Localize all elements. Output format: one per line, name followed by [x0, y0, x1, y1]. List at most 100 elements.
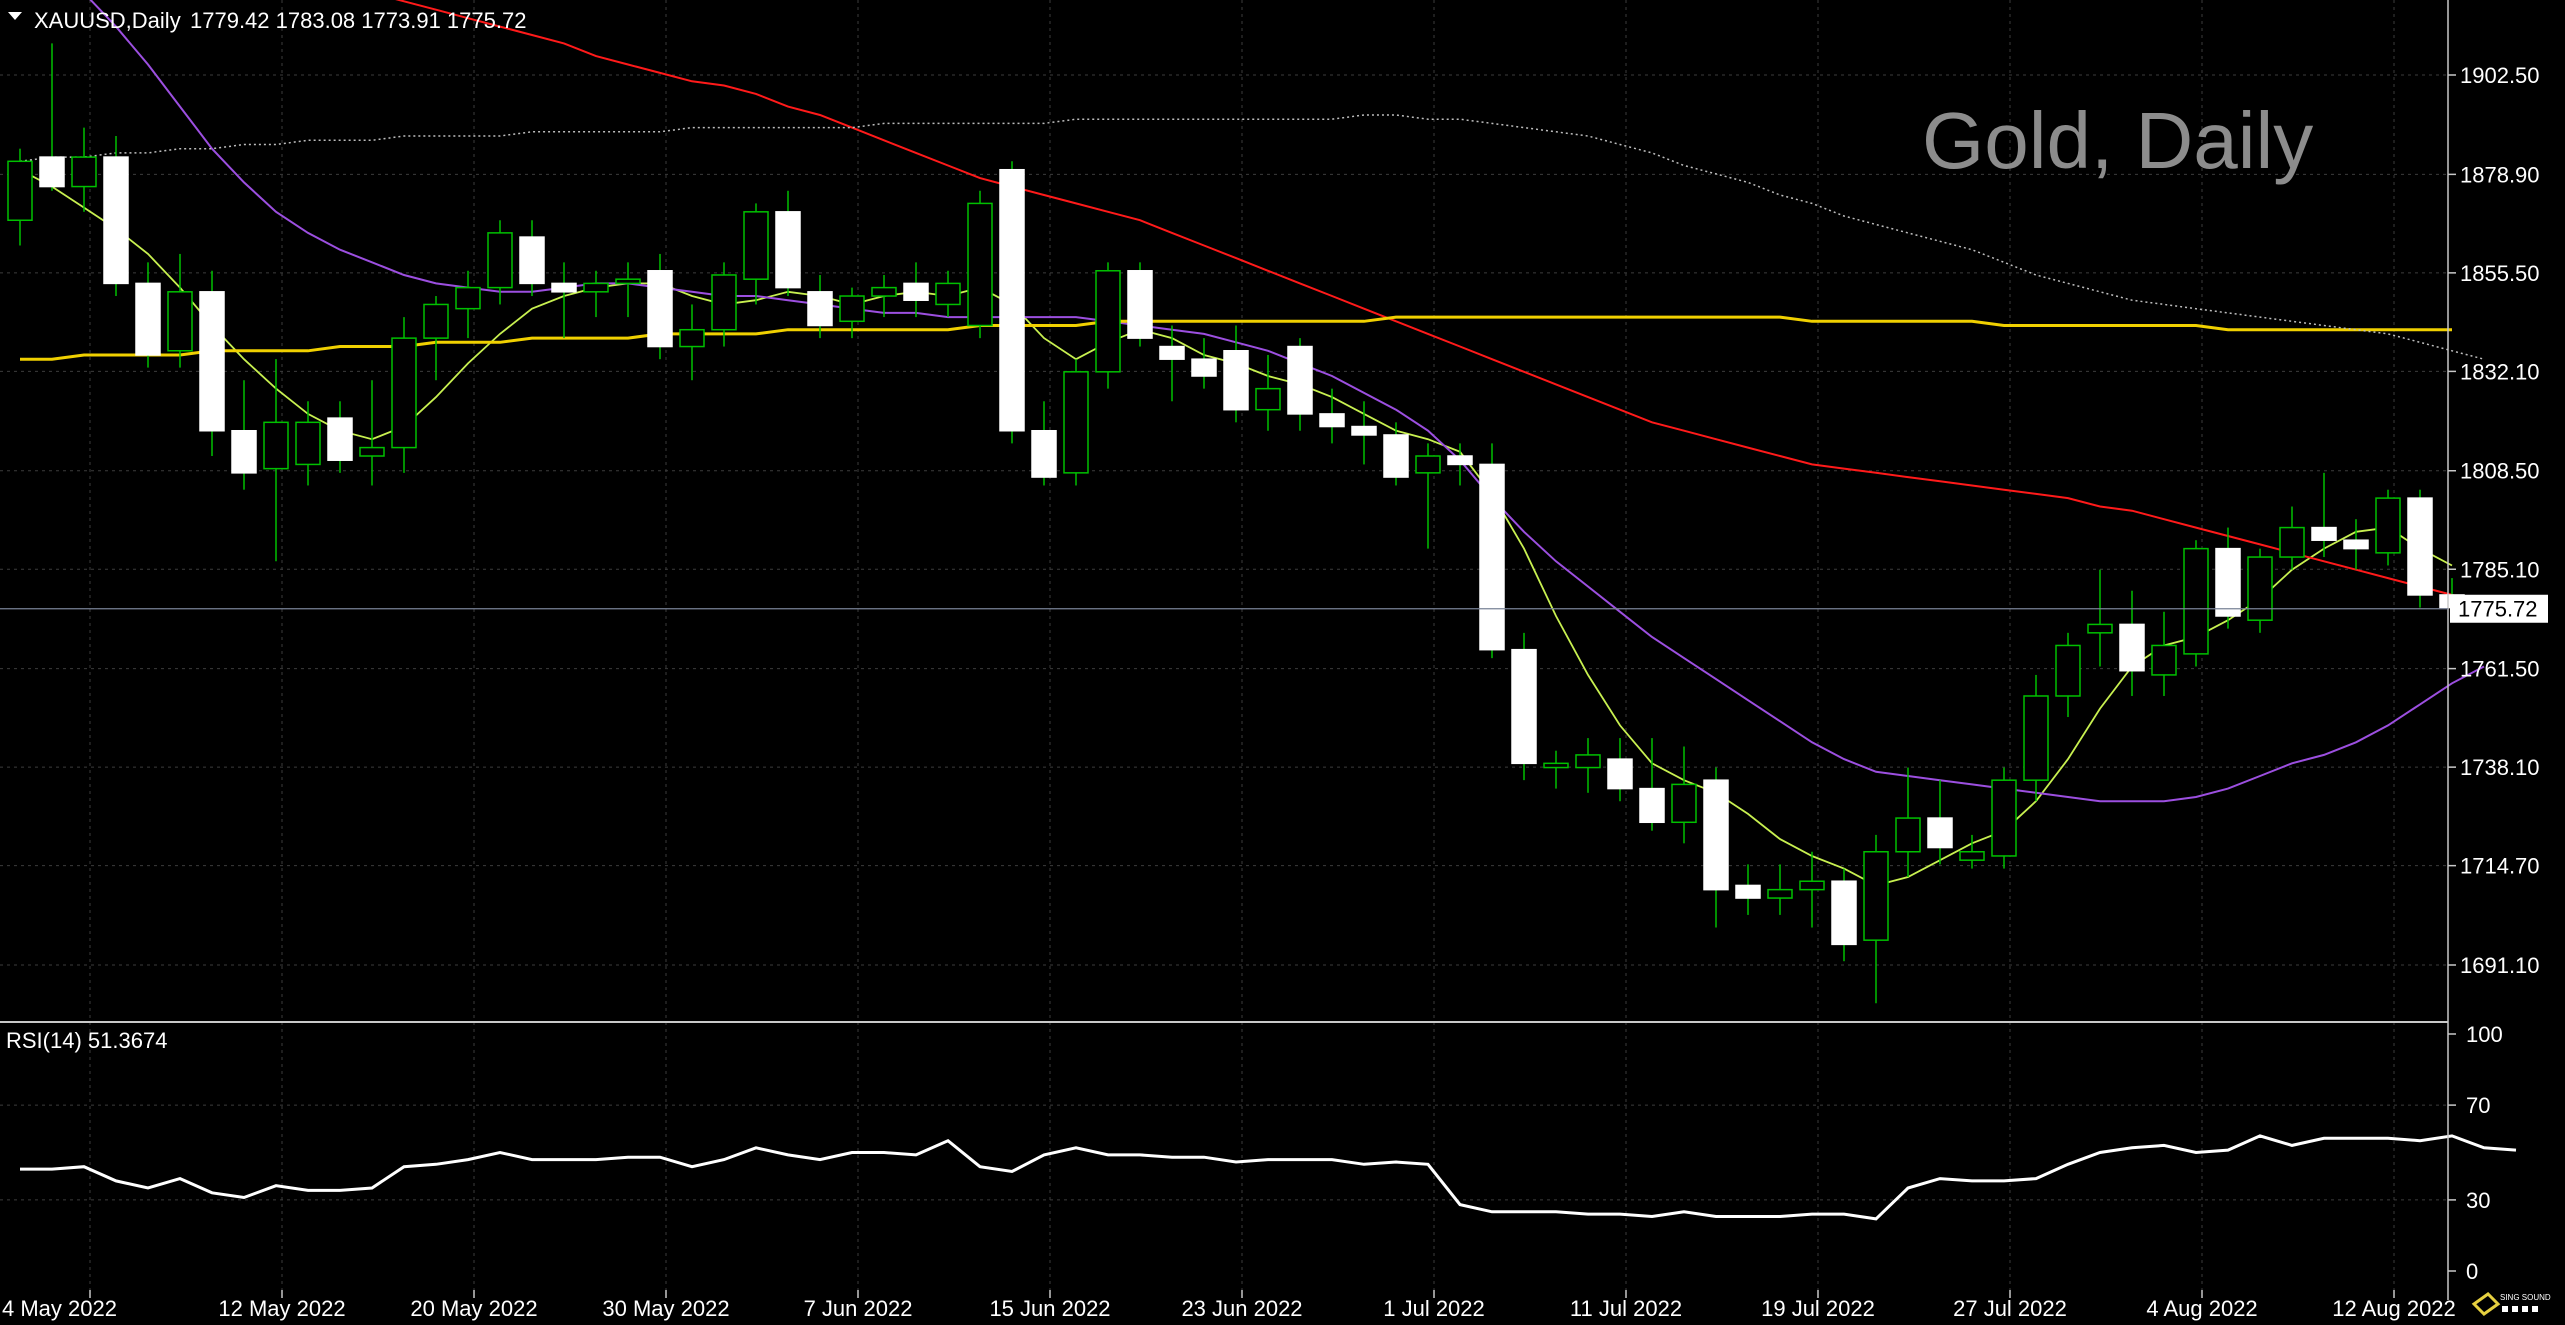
x-tick-label: 19 Jul 2022: [1761, 1296, 1875, 1321]
candle: [359, 380, 385, 486]
y-tick-label: 1878.90: [2460, 162, 2540, 187]
candle-body-bear: [1159, 345, 1185, 360]
candle: [1735, 864, 1761, 915]
candle-body-bear: [1191, 358, 1217, 377]
candle: [967, 190, 993, 339]
candle: [1863, 834, 1889, 1004]
candle: [2183, 540, 2209, 667]
candle: [1799, 851, 1825, 928]
candle-body-bear: [1639, 787, 1665, 824]
candle-body-bull: [2087, 623, 2113, 634]
candle-body-bull: [935, 282, 961, 306]
candle-body-bull: [1415, 455, 1441, 474]
candle: [327, 401, 353, 473]
candle-body-bear: [1127, 270, 1153, 339]
chart-axes: [0, 0, 2449, 1300]
candle-body-bear: [999, 168, 1025, 432]
candle: [775, 190, 801, 297]
candle: [167, 253, 193, 368]
rsi-y-tick-label: 70: [2466, 1093, 2490, 1118]
y-tick-label: 1714.70: [2460, 854, 2540, 879]
candle-body-bear: [1223, 350, 1249, 411]
candle-body-bull: [583, 282, 609, 293]
candle-body-bull: [2247, 556, 2273, 621]
candle-body-bear: [1703, 779, 1729, 891]
candle-body-bear: [1607, 758, 1633, 790]
candle: [1159, 325, 1185, 402]
candle: [935, 270, 961, 318]
candle-body-bear: [103, 156, 129, 285]
candle-body-bull: [871, 286, 897, 297]
candle: [743, 203, 769, 305]
candle: [1895, 767, 1921, 878]
dropdown-triangle-icon[interactable]: [8, 12, 22, 20]
candle-body-bull: [967, 202, 993, 327]
candle: [1255, 354, 1281, 431]
candle: [1607, 738, 1633, 802]
ma-line-ma_mid: [89, 0, 2485, 803]
candle-body-bear: [1287, 345, 1313, 415]
candle: [295, 401, 321, 486]
rsi-axis-labels: 100 70 30 0: [2448, 1022, 2503, 1284]
x-tick-label: 20 May 2022: [410, 1296, 537, 1321]
candle: [2311, 472, 2337, 558]
candle-body-bear: [1511, 648, 1537, 765]
candle-body-bull: [359, 446, 385, 457]
candle: [135, 262, 161, 368]
candle: [1031, 401, 1057, 486]
rsi-y-tick-label: 0: [2466, 1259, 2478, 1284]
candle-body-bull: [167, 291, 193, 352]
candle: [1543, 750, 1569, 789]
candle-body-bull: [455, 286, 481, 310]
candle-body-bear: [1831, 880, 1857, 946]
candle: [903, 262, 929, 318]
candle: [1927, 780, 1953, 865]
candle: [871, 274, 897, 318]
rsi-y-tick-label: 30: [2466, 1188, 2490, 1213]
candle: [2023, 674, 2049, 802]
candle: [1671, 746, 1697, 844]
candle-body-bear: [2119, 623, 2145, 672]
candle: [263, 359, 289, 562]
candle: [1127, 262, 1153, 347]
candle-body-bull: [2183, 547, 2209, 655]
ma-line-ma_long: [19, 114, 2485, 360]
candle-body-bull: [2279, 526, 2305, 558]
candle-body-bull: [1799, 880, 1825, 891]
candle: [2087, 569, 2113, 667]
candle: [679, 304, 705, 381]
time-axis-labels: 4 May 2022 12 May 2022 20 May 2022 30 May 2…: [2, 1290, 2456, 1321]
candle-body-bull: [1671, 783, 1697, 824]
rsi-label: RSI(14) 51.3674: [6, 1028, 167, 1053]
candle: [519, 220, 545, 297]
logo-diamond-icon: [2471, 1292, 2501, 1316]
candle: [1191, 338, 1217, 389]
y-tick-label: 1691.10: [2460, 953, 2540, 978]
candle-body-bear: [1735, 884, 1761, 899]
candle: [839, 287, 865, 339]
candle: [71, 127, 97, 212]
ohlc-values: 1779.42 1783.08 1773.91 1775.72: [190, 8, 526, 33]
symbol-label: XAUUSD,Daily: [34, 8, 181, 33]
x-tick-label: 7 Jun 2022: [804, 1296, 913, 1321]
candle: [1095, 262, 1121, 389]
y-tick-label: 1902.50: [2460, 63, 2540, 88]
x-tick-label: 27 Jul 2022: [1953, 1296, 2067, 1321]
candle-body-bull: [7, 160, 33, 221]
x-tick-label: 30 May 2022: [602, 1296, 729, 1321]
candle-body-bull: [1575, 754, 1601, 769]
x-tick-label: 12 May 2022: [218, 1296, 345, 1321]
y-tick-label: 1808.50: [2460, 459, 2540, 484]
candle: [2151, 611, 2177, 696]
candle-body-bull: [1543, 762, 1569, 769]
candle-body-bear: [2215, 547, 2241, 617]
candle-body-bear: [135, 282, 161, 356]
candle: [2055, 632, 2081, 718]
x-tick-label: 4 May 2022: [2, 1296, 117, 1321]
candle-body-bull: [1063, 371, 1089, 474]
candle-body-bull: [711, 274, 737, 331]
candle: [455, 270, 481, 339]
candle-body-bear: [807, 291, 833, 327]
